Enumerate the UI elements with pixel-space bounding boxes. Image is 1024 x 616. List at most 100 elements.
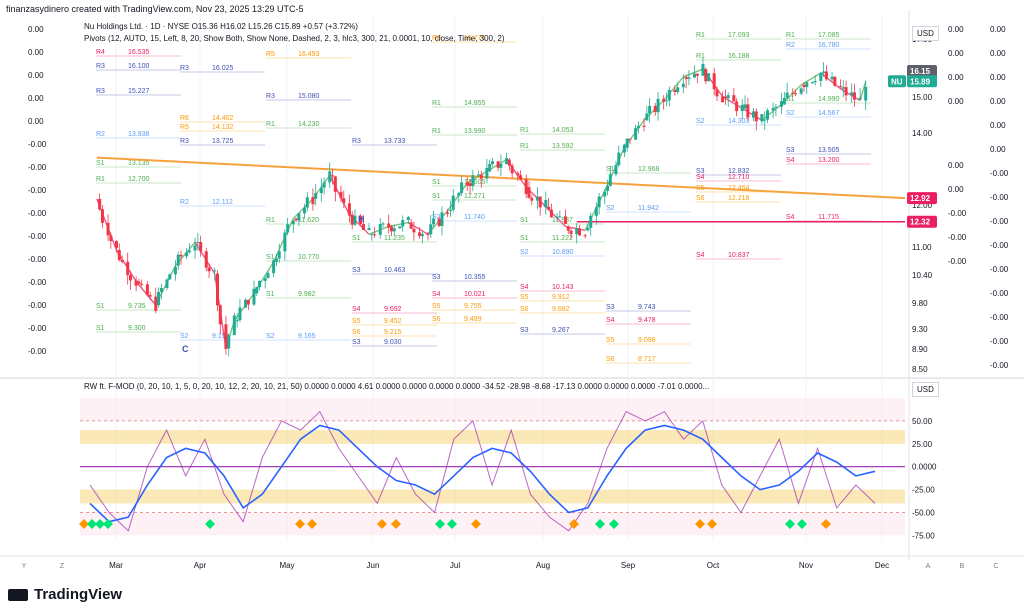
indicator-scale-label: 0.00 [948, 185, 964, 194]
pivot-level-label: S2 [520, 249, 529, 256]
candle-body [791, 92, 795, 94]
signal-diamond [103, 519, 113, 529]
candle-body [274, 258, 278, 262]
candle-body [491, 161, 494, 164]
candle-body [575, 228, 579, 235]
candle-body [608, 174, 612, 186]
indicator-scale-label: -0.00 [990, 241, 1009, 250]
pivot-level-label: S6 [606, 356, 615, 363]
candle-body [535, 196, 539, 201]
candle-body [100, 209, 104, 223]
candle-body [813, 80, 817, 83]
oscillator-axis-label: -75.00 [912, 531, 935, 540]
pivots-legend[interactable]: Pivots (12, AUTO, 15, Left, 8, 20, Show … [84, 34, 505, 43]
candle-body [392, 228, 396, 232]
candle-body [771, 107, 775, 111]
candle-body [485, 167, 489, 179]
signal-diamond [695, 519, 705, 529]
time-axis-label: Jul [450, 561, 460, 570]
pivot-level-label: S1 [520, 235, 529, 242]
pivot-level-value: 13.733 [384, 138, 406, 145]
zigzag-segment [466, 170, 488, 184]
candle-body [566, 226, 570, 231]
zigzag-segment [663, 76, 684, 101]
candle-body [782, 97, 786, 105]
pivot-level-value: 12.700 [128, 176, 150, 183]
pivot-level-label: S6 [432, 316, 441, 323]
price-tag [907, 65, 937, 78]
axis-corner-letter: B [960, 563, 965, 570]
axis-corner-letter: C [993, 563, 998, 570]
oscillator-axis-label: -25.00 [912, 486, 935, 495]
pivot-level-value: 11.637 [552, 217, 573, 224]
candle-body [238, 307, 242, 321]
signal-diamond [447, 519, 457, 529]
pivot-level-label: R1 [696, 53, 705, 60]
symbol-tag-text: NU [891, 77, 903, 86]
pivot-level-value: 9.755 [464, 303, 482, 310]
candle-body [555, 216, 559, 218]
oversold-zone [80, 512, 905, 536]
candle-body [173, 266, 177, 275]
candle-body [129, 275, 133, 281]
candle-body [412, 228, 416, 233]
candle-body [712, 73, 716, 90]
candle-body [204, 251, 208, 268]
currency-label-top[interactable]: USD [912, 26, 939, 41]
candle-body [589, 215, 593, 228]
oscillator-legend[interactable]: RW ft. F-MOD (0, 20, 10, 1, 5, 0, 20, 10… [84, 382, 710, 391]
pivot-level-label: R1 [432, 100, 441, 107]
indicator-scale-label: -0.00 [990, 337, 1009, 346]
candle-body [606, 185, 610, 192]
indicator-scale-label: 0.00 [990, 49, 1006, 58]
indicator-scale-label: 0.00 [990, 25, 1006, 34]
candle-body [479, 174, 483, 179]
zigzag-segment [545, 206, 566, 227]
candle-body [577, 228, 581, 236]
pivot-level-label: R4 [96, 49, 105, 56]
pivot-level-label: S3 [786, 147, 795, 154]
candle-body [426, 234, 430, 236]
candle-body [328, 171, 332, 183]
indicator-scale-label: 0.00 [990, 97, 1006, 106]
indicator-scale-label: -0.00 [990, 265, 1009, 274]
pivot-level-value: 14.402 [212, 115, 234, 122]
pivot-level-label: S5 [606, 337, 615, 344]
pivot-level-value: 14.053 [552, 127, 574, 134]
candle-body [440, 212, 444, 226]
signal-diamond [797, 519, 807, 529]
indicator-scale-label: -0.00 [990, 313, 1009, 322]
candle-body [263, 278, 267, 281]
pivot-level-value: 13.592 [552, 143, 574, 150]
pivot-marker: C [182, 344, 189, 354]
pivot-level-value: 11.942 [638, 205, 659, 212]
currency-label-bottom[interactable]: USD [912, 382, 939, 397]
candle-body [684, 76, 688, 79]
candle-body [314, 193, 318, 199]
candle-body [227, 335, 231, 349]
price-axis-label: 9.30 [912, 325, 928, 334]
price-axis-label: 8.50 [912, 365, 928, 374]
pivot-level-value: 9.682 [552, 306, 570, 313]
candle-body [302, 207, 306, 214]
time-axis-label: Nov [799, 561, 813, 570]
overbought-zone [80, 398, 905, 421]
candle-body [387, 223, 391, 228]
chart-canvas: R4 16.535 R3 16.100 R3 15.227 R2 13.938 S1 13.135… [0, 10, 1024, 570]
pivot-level-value: 10.143 [552, 284, 574, 291]
candle-body [852, 92, 856, 100]
candle-body [583, 235, 587, 237]
indicator-scale-label: 0.00 [948, 25, 964, 34]
candle-body [810, 82, 814, 84]
price-legend[interactable]: Nu Holdings Ltd. · 1D · NYSE O15.36 H16.… [84, 22, 358, 31]
signal-diamond [595, 519, 605, 529]
candle-body [681, 83, 685, 88]
candle-body [530, 197, 534, 201]
pivot-level-value: 13.725 [212, 138, 234, 145]
pivot-level-value: 14.230 [298, 121, 320, 128]
pivot-level-value: 12.968 [638, 166, 660, 173]
price-tag [907, 75, 937, 88]
oscillator-axis-label: 50.00 [912, 417, 933, 426]
pivot-level-value: 12.464 [728, 185, 750, 192]
pivot-level-value: 15.227 [128, 88, 150, 95]
